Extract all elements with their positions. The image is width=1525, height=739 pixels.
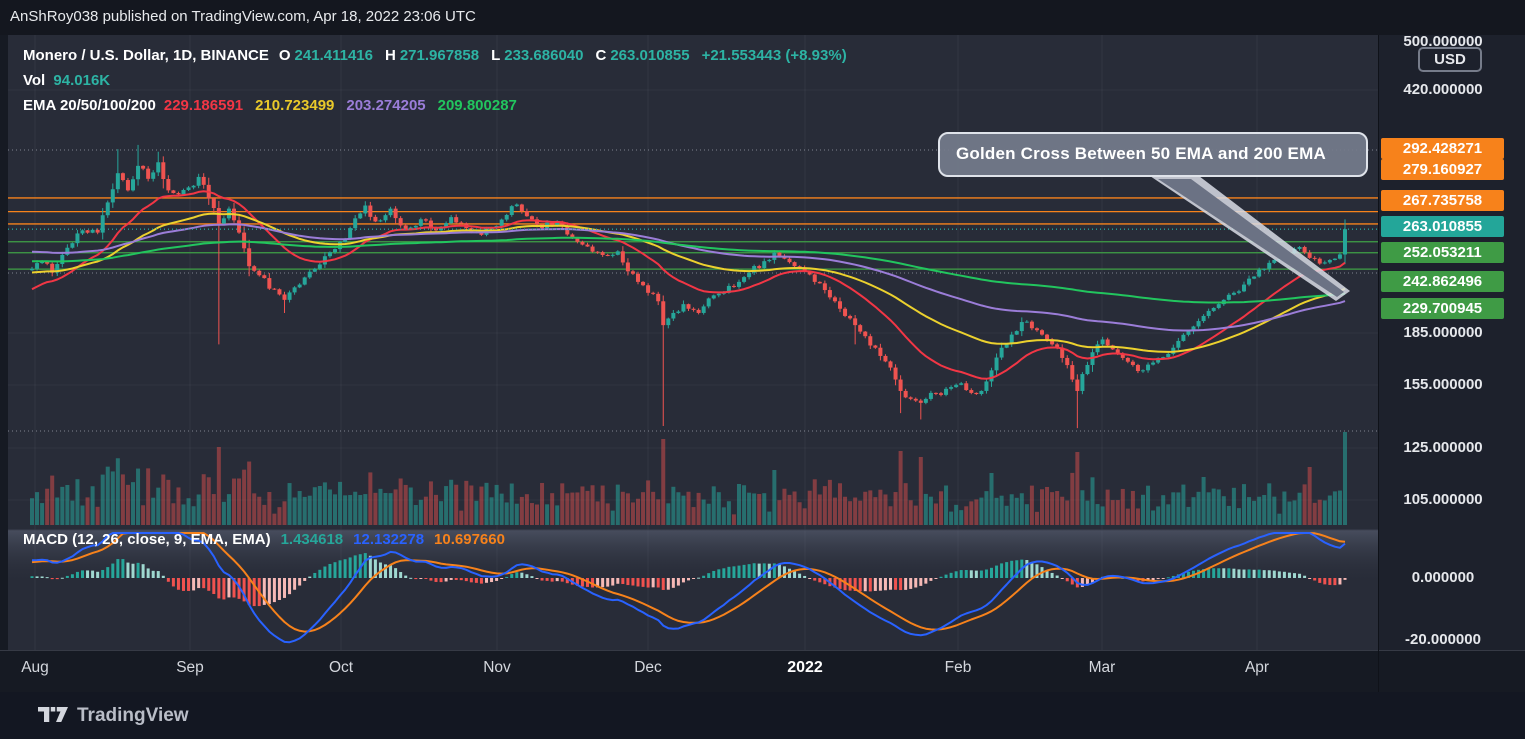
volume-label: Vol <box>23 72 46 89</box>
macd-value: 12.132278 <box>353 531 425 548</box>
level-lines <box>8 149 1378 432</box>
tradingview-brand-text: TradingView <box>77 705 189 726</box>
time-axis[interactable] <box>0 650 1525 692</box>
currency-unit-button[interactable]: USD <box>1418 47 1482 72</box>
ohlc-letter: O <box>278 47 291 64</box>
symbol-legend: Monero / U.S. Dollar, 1D, BINANCE O 241.41… <box>23 43 855 118</box>
ema-value: 209.800287 <box>437 97 517 114</box>
symbol-title: Monero / U.S. Dollar, 1D, BINANCE <box>23 47 269 64</box>
callout-arrow <box>1150 176 1350 301</box>
price-level-badge: 267.735758 <box>1381 190 1504 211</box>
macd-axis-label: -20.000000 <box>1405 631 1481 648</box>
macd-label: MACD (12, 26, close, 9, EMA, EMA) <box>23 531 271 548</box>
axis-separator-line <box>1378 650 1379 692</box>
macd-values: 1.434618 12.132278 10.697660 <box>281 531 515 548</box>
price-axis-label: 105.000000 <box>1403 491 1483 508</box>
ema-values: 229.186591 210.723499 203.274205 209.800287 <box>164 97 529 114</box>
price-axis-label: 155.000000 <box>1403 376 1483 393</box>
ema-row[interactable]: EMA 20/50/100/200 229.186591 210.723499 203… <box>23 93 855 118</box>
price-axis-label: 125.000000 <box>1403 439 1483 456</box>
macd-pane <box>8 529 1378 644</box>
macd-axis-label: 0.000000 <box>1411 569 1475 586</box>
price-level-badge: 263.010855 <box>1381 216 1504 237</box>
ohlc-value: 241.411416 <box>294 47 373 64</box>
ohlc-values: O 241.411416 H 271.967858 L 233.686040 C 263.01… <box>279 47 851 64</box>
time-axis-label: Dec <box>634 659 662 676</box>
macd-legend-row[interactable]: MACD (12, 26, close, 9, EMA, EMA) 1.43461… <box>23 531 525 548</box>
ohlc-letter: C <box>595 47 607 64</box>
change-value: +21.553443 (+8.93%) <box>701 47 847 64</box>
ohlc-letter: L <box>491 47 501 64</box>
price-axis-label: 420.000000 <box>1403 81 1483 98</box>
price-level-badge: 229.700945 <box>1381 298 1504 319</box>
time-axis-label: Apr <box>1244 659 1270 676</box>
time-axis-label: Sep <box>176 659 204 676</box>
time-axis-label: 2022 <box>787 659 823 676</box>
ema-label: EMA 20/50/100/200 <box>23 97 156 114</box>
time-axis-label: Aug <box>21 659 49 676</box>
time-axis-label: Nov <box>483 659 511 676</box>
price-level-badge: 242.862496 <box>1381 271 1504 292</box>
ema-value: 229.186591 <box>163 97 244 114</box>
tradingview-brand[interactable]: TradingView <box>38 703 189 731</box>
ohlc-value: 263.010855 <box>610 47 690 64</box>
price-level-badge: 292.428271 <box>1381 138 1504 159</box>
price-axis-label: 500.000000 <box>1403 33 1483 50</box>
publish-header: AnShRoy038 published on TradingView.com,… <box>0 0 1525 35</box>
price-level-badge: 252.053211 <box>1381 242 1504 263</box>
time-axis-label: Feb <box>944 659 972 676</box>
tradingview-logo-icon <box>38 707 68 722</box>
ohlc-value: 271.967858 <box>399 47 480 64</box>
price-level-badge: 279.160927 <box>1381 159 1504 180</box>
golden-cross-callout[interactable]: Golden Cross Between 50 EMA and 200 EMA <box>938 132 1368 177</box>
time-axis-label: Mar <box>1088 659 1116 676</box>
time-axis-label: Oct <box>328 659 354 676</box>
symbol-row[interactable]: Monero / U.S. Dollar, 1D, BINANCE O 241.41… <box>23 43 855 68</box>
ohlc-letter: H <box>384 47 396 64</box>
ohlc-value: 233.686040 <box>504 47 584 64</box>
price-axis-label: 185.000000 <box>1403 324 1483 341</box>
ema-lines <box>31 190 1346 380</box>
volume-value: 94.016K <box>53 72 111 89</box>
ema-value: 203.274205 <box>346 97 426 114</box>
volume-bars <box>30 432 1347 525</box>
footer-bar <box>0 692 1525 739</box>
ema-value: 210.723499 <box>255 97 335 114</box>
macd-value: 10.697660 <box>434 531 505 548</box>
volume-row[interactable]: Vol 94.016K <box>23 68 855 93</box>
macd-value: 1.434618 <box>280 531 344 548</box>
price-axis[interactable] <box>1378 35 1525 650</box>
candlesticks <box>30 144 1347 429</box>
